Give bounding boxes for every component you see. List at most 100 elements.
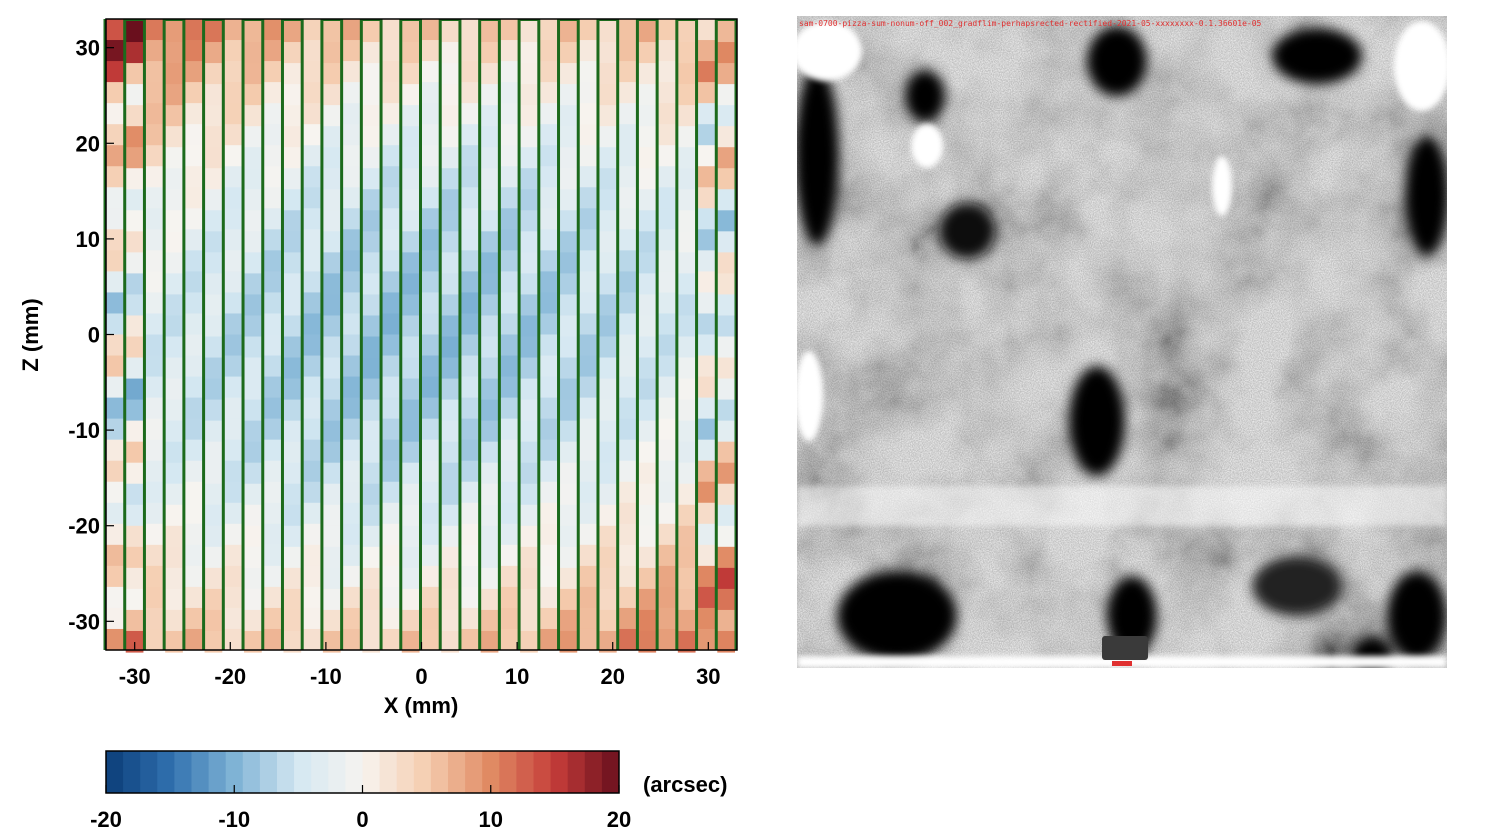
map-cell [539, 250, 558, 272]
map-cell [539, 565, 558, 588]
map-cell [401, 21, 420, 43]
map-cell [125, 378, 144, 401]
map-cell [303, 481, 321, 504]
map-cell [520, 147, 538, 169]
map-cell [697, 586, 716, 609]
map-cell [303, 439, 321, 462]
map-cell [263, 145, 282, 167]
map-cell [204, 504, 223, 527]
map-cell [184, 586, 203, 609]
map-cell [106, 19, 124, 41]
map-cell [106, 565, 124, 588]
map-cell [382, 355, 400, 378]
map-cell [500, 145, 519, 167]
map-cell [618, 628, 637, 651]
map-cell [224, 376, 243, 399]
map-cell [579, 145, 597, 167]
map-cell [421, 271, 440, 294]
map-cell [303, 397, 321, 420]
map-cell [125, 399, 144, 422]
map-cell [342, 103, 361, 125]
map-cell [322, 294, 341, 317]
map-cell [224, 565, 243, 588]
map-cell [500, 187, 519, 209]
map-cell [579, 61, 597, 83]
map-cell [520, 588, 538, 611]
map-cell [106, 124, 124, 146]
map-cell [598, 84, 617, 106]
map-cell [106, 271, 124, 294]
map-cell [401, 147, 420, 169]
map-cell [480, 273, 499, 296]
map-cell [401, 546, 420, 569]
map-cell [322, 105, 341, 127]
map-cell [480, 609, 499, 632]
map-cell [165, 462, 183, 485]
map-cell [401, 294, 420, 317]
map-cell [480, 189, 499, 211]
map-cell [204, 588, 223, 611]
map-cell [539, 82, 558, 104]
map-cell [204, 441, 223, 464]
colorbar-segment [106, 751, 124, 793]
map-cell [342, 166, 361, 188]
map-cell [441, 147, 459, 169]
map-cell [224, 460, 243, 483]
map-cell [244, 462, 262, 485]
map-cell [401, 168, 420, 190]
map-cell [283, 84, 302, 106]
map-cell [441, 315, 459, 338]
map-cell [618, 61, 637, 83]
map-cell [362, 231, 381, 253]
map-cell [697, 166, 716, 188]
map-cell [322, 441, 341, 464]
map-cell [598, 231, 617, 253]
map-cell [717, 105, 735, 127]
map-cell [697, 481, 716, 504]
map-cell [342, 82, 361, 104]
map-cell [460, 103, 479, 125]
map-cell [204, 252, 223, 274]
map-cell [638, 336, 657, 359]
map-cell [382, 271, 400, 294]
map-cell [460, 481, 479, 504]
map-cell [125, 189, 144, 211]
map-cell [441, 21, 459, 43]
map-cell [500, 397, 519, 420]
map-cell [480, 546, 499, 569]
map-cell [500, 61, 519, 83]
map-cell [421, 355, 440, 378]
image-grain [797, 16, 1447, 668]
map-cell [145, 271, 164, 294]
map-cell [106, 586, 124, 609]
colorbar [106, 751, 620, 793]
y-tick-label: -20 [68, 514, 100, 539]
map-cell [244, 84, 262, 106]
map-cell [658, 460, 676, 483]
map-cell [500, 82, 519, 104]
map-cell [125, 525, 144, 548]
map-cell [460, 628, 479, 651]
map-cell [579, 19, 597, 41]
map-cell [362, 504, 381, 527]
map-cell [460, 187, 479, 209]
map-cell [224, 334, 243, 357]
map-cell [500, 334, 519, 357]
map-cell [184, 439, 203, 462]
map-cell [460, 397, 479, 420]
map-cell [244, 567, 262, 590]
map-cell [342, 628, 361, 651]
map-cell [559, 105, 578, 127]
map-cell [382, 628, 400, 651]
colorbar-segment [242, 751, 261, 793]
map-cell [204, 84, 223, 106]
x-tick-label: -10 [310, 664, 342, 689]
map-cell [342, 271, 361, 294]
map-cell [224, 19, 243, 41]
map-cell [224, 544, 243, 567]
map-cell [697, 82, 716, 104]
map-cell [184, 334, 203, 357]
map-cell [204, 336, 223, 359]
map-cell [244, 294, 262, 317]
map-cell [145, 628, 164, 651]
